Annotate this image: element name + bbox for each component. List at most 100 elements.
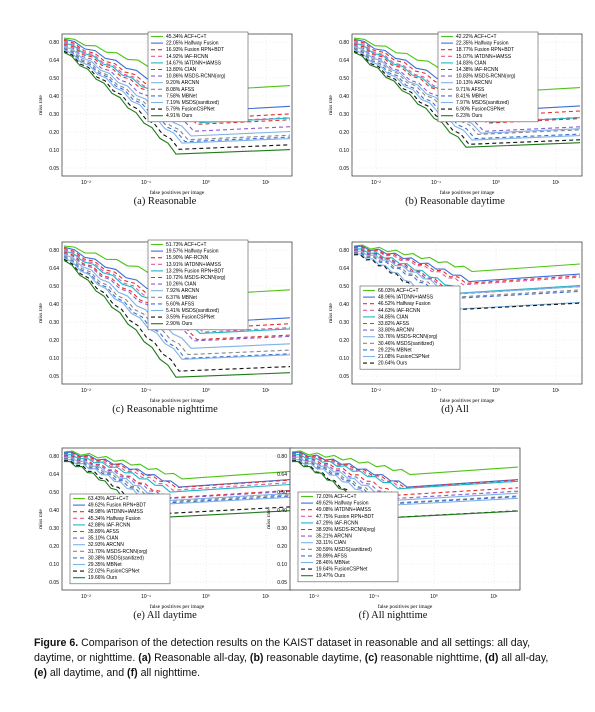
curve-11 — [63, 49, 291, 144]
x-tick-label: 10¹ — [552, 388, 560, 394]
x-tick-label: 10⁻¹ — [141, 180, 151, 186]
legend-entry: 14.67% IATDNN+IAMSS — [166, 60, 222, 66]
x-tick-label: 10¹ — [262, 388, 270, 394]
y-tick-label: 0.80 — [339, 40, 349, 46]
legend-box — [147, 239, 249, 331]
legend-entry: 49.62% Halfway Fusion — [316, 501, 369, 507]
legend-entry: 45.34% Halfway Fusion — [88, 516, 141, 522]
panel-f: 0.80 0.64 0.50 0.40 0.30 0.20 0.10 0.05 10⁻² 10⁻¹… — [258, 434, 528, 634]
legend-entry: 18.77% Fusion RPN+BDT — [456, 47, 514, 53]
legend-entry: 48.98% IATDNN+IAMSS — [88, 509, 144, 515]
curve-3 — [353, 246, 581, 284]
y-tick-label: 0.05 — [339, 166, 349, 172]
curve-4 — [63, 453, 291, 491]
x-axis-label: false positives per image — [150, 397, 205, 404]
legend-entry: 5.79% FusionCSPNet — [166, 107, 215, 113]
legend-entry: 32.93% ARCNN — [88, 542, 124, 548]
curve-12 — [63, 50, 291, 150]
curve-10 — [353, 252, 581, 300]
legend-entry: 38.93% MSDS-RCNN(org) — [316, 527, 376, 533]
curve-5 — [353, 248, 581, 294]
curve-1 — [291, 450, 519, 476]
x-tick-label: 10¹ — [262, 180, 270, 186]
curve-12 — [291, 460, 519, 519]
y-tick-label: 0.50 — [49, 76, 59, 82]
legend-box — [359, 285, 461, 370]
curve-5 — [291, 453, 519, 490]
panel-d-caption: (d) All — [441, 404, 469, 415]
y-tick-label: 0.10 — [339, 148, 349, 154]
y-tick-label: 0.64 — [339, 58, 349, 64]
caption-ref-a: (a) — [138, 652, 152, 664]
x-tick-label: 10⁰ — [430, 594, 438, 600]
y-tick-label: 0.64 — [49, 266, 59, 272]
figure-caption: Figure 6. Comparison of the detection re… — [34, 636, 564, 681]
curve-6 — [63, 251, 291, 341]
y-tick-label: 0.30 — [339, 112, 349, 118]
curve-10 — [63, 458, 291, 505]
legend-entry: 19.47% Ours — [316, 573, 346, 579]
caption-ref-b: (b) — [249, 652, 264, 664]
curve-3 — [63, 452, 291, 489]
legend-entry: 22.02% FusionCSPNet — [88, 569, 140, 575]
y-tick-label: 0.80 — [339, 248, 349, 254]
legend-entry: 7.58% MBNet — [166, 93, 197, 99]
legend-entry: 7.19% MSDS(sanitized) — [166, 100, 219, 106]
legend-entry: 42.22% ACF+C+T — [456, 34, 497, 40]
caption-text-a: Reasonable all-day, — [151, 652, 250, 664]
y-tick-label: 0.40 — [49, 508, 59, 514]
y-tick-label: 0.10 — [277, 562, 287, 568]
y-axis-label: miss rate — [266, 509, 272, 529]
curve-8 — [63, 45, 291, 137]
legend-entry: 16.93% Fusion RPN+BDT — [166, 47, 224, 53]
y-tick-label: 0.64 — [49, 58, 59, 64]
y-axis-label: miss rate — [328, 95, 334, 115]
x-axis-label: false positives per image — [150, 189, 205, 196]
panel-c: 0.80 0.64 0.50 0.40 0.30 0.20 0.10 0.05 10⁻² 10⁻¹… — [30, 228, 300, 428]
x-tick-label: 10¹ — [552, 180, 560, 186]
legend-entry: 30.38% MSDS(sanitized) — [88, 555, 144, 561]
x-tick-label: 10⁰ — [492, 388, 500, 394]
legend-entry: 49.08% IATDNN+IAMSS — [316, 507, 372, 513]
curve-3 — [291, 452, 519, 489]
legend-entry: 5.60% AFSS — [166, 301, 195, 307]
curve-4 — [353, 247, 581, 286]
curve-13 — [63, 51, 291, 155]
legend-entry: 7.97% MSDS(sanitized) — [456, 100, 509, 106]
legend-entry: 46.52% Halfway Fusion — [378, 301, 431, 307]
panel-b-caption: (b) Reasonable daytime — [405, 196, 505, 207]
x-tick-label: 10⁻² — [81, 388, 91, 394]
curve-9 — [63, 457, 291, 503]
legend-entry: 13.91% IATDNN+IAMSS — [166, 262, 222, 268]
legend-entry: 10.13% ARCNN — [456, 80, 492, 86]
x-tick-label: 10⁻² — [371, 388, 381, 394]
legend-entry: 72.03% ACF+C+T — [316, 494, 357, 500]
y-tick-label: 0.05 — [339, 374, 349, 380]
y-tick-label: 0.40 — [49, 94, 59, 100]
y-tick-label: 0.50 — [49, 284, 59, 290]
legend-entry: 14.92% IAF-RCNN — [166, 54, 209, 60]
y-tick-label: 0.64 — [277, 472, 287, 478]
caption-text-c: reasonable nighttime, — [377, 652, 485, 664]
curve-4 — [353, 41, 581, 123]
legend-entry: 8.08% AFSS — [166, 87, 195, 93]
panel-c-caption: (c) Reasonable nighttime — [112, 404, 218, 415]
chart-a: 0.80 0.64 0.50 0.40 0.30 0.20 0.10 0.05 10⁻² 10⁻¹… — [38, 31, 293, 196]
legend-box — [147, 31, 249, 123]
legend-entry: 48.96% IATDNN+IAMSS — [378, 295, 434, 301]
y-axis-label: miss rate — [328, 303, 334, 323]
y-tick-label: 0.20 — [49, 338, 59, 344]
legend-entry: 35.21% ARCNN — [316, 534, 352, 540]
caption-text-d: all all-day, — [498, 652, 549, 664]
chart-c: 0.80 0.64 0.50 0.40 0.30 0.20 0.10 0.05 10⁻² 10⁻¹… — [38, 239, 293, 404]
y-tick-label: 0.10 — [49, 562, 59, 568]
caption-text-e: all daytime, and — [46, 667, 128, 679]
y-tick-label: 0.80 — [277, 454, 287, 460]
y-axis-label: miss rate — [38, 303, 44, 323]
y-tick-label: 0.40 — [277, 508, 287, 514]
panel-d: 0.80 0.64 0.50 0.40 0.30 0.20 0.10 0.05 10⁻² 10⁻¹… — [320, 228, 590, 428]
y-tick-label: 0.20 — [277, 544, 287, 550]
panel-e-caption: (e) All daytime — [133, 610, 197, 621]
chart-b: 0.80 0.64 0.50 0.40 0.30 0.20 0.10 0.05 10⁻² 10⁻¹… — [328, 31, 583, 196]
legend-entry: 4.91% Ours — [166, 113, 193, 119]
